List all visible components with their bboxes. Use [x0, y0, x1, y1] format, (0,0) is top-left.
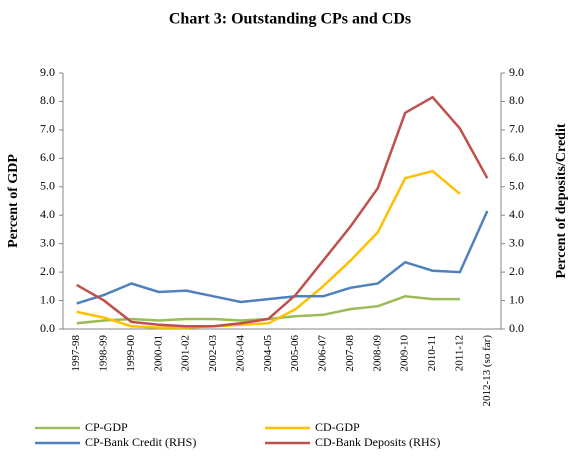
legend-label: CP-Bank Credit (RHS) — [85, 435, 196, 449]
y2-tick-label: 1.0 — [509, 292, 524, 306]
x-tick-label: 2001-02 — [180, 335, 192, 372]
y2-tick-label: 6.0 — [509, 150, 524, 164]
x-tick-label: 2012-13 (so far) — [481, 335, 493, 407]
x-tick-label: 1997-98 — [70, 335, 82, 372]
y2-axis-title: Percent of deposits/Credit — [554, 123, 569, 278]
x-tick-label: 2009-10 — [399, 335, 411, 372]
x-tick-label: 2011-12 — [453, 335, 465, 371]
y-tick-label: 9.0 — [40, 65, 55, 79]
y-tick-label: 8.0 — [40, 93, 55, 107]
y2-tick-label: 7.0 — [509, 122, 524, 136]
y2-tick-label: 0.0 — [509, 321, 524, 335]
x-tick-label: 2008-09 — [371, 335, 383, 372]
legend-label: CD-Bank Deposits (RHS) — [315, 435, 440, 449]
x-tick-label: 2005-06 — [289, 335, 301, 372]
y-tick-label: 4.0 — [40, 207, 55, 221]
x-tick-label: 2000-01 — [152, 335, 164, 372]
x-tick-label: 2004-05 — [262, 335, 274, 372]
x-tick-label: 2007-08 — [344, 335, 356, 372]
series-line — [76, 210, 489, 305]
x-tick-label: 2002-03 — [207, 335, 219, 372]
x-tick-label: 2006-07 — [317, 335, 329, 372]
y2-tick-label: 8.0 — [509, 93, 524, 107]
series-line — [76, 169, 461, 329]
x-tick-label: 1999-00 — [125, 335, 137, 372]
y-tick-label: 3.0 — [40, 235, 55, 249]
y2-tick-label: 5.0 — [509, 179, 524, 193]
y2-tick-label: 3.0 — [509, 235, 524, 249]
x-tick-label: 2003-04 — [234, 335, 246, 372]
legend-label: CP-GDP — [85, 420, 128, 434]
chart-title: Chart 3: Outstanding CPs and CDs — [169, 11, 411, 28]
x-tick-label: 2010-11 — [426, 335, 438, 371]
y-tick-label: 5.0 — [40, 179, 55, 193]
y2-tick-label: 9.0 — [509, 65, 524, 79]
y-tick-label: 7.0 — [40, 122, 55, 136]
y-axis-title: Percent of GDP — [6, 154, 21, 248]
y-tick-label: 1.0 — [40, 292, 55, 306]
y-tick-label: 0.0 — [40, 321, 55, 335]
y-tick-label: 2.0 — [40, 264, 55, 278]
y-tick-label: 6.0 — [40, 150, 55, 164]
x-tick-label: 1998-99 — [98, 335, 110, 372]
y2-tick-label: 4.0 — [509, 207, 524, 221]
series-line — [76, 95, 489, 328]
y2-tick-label: 2.0 — [509, 264, 524, 278]
legend-label: CD-GDP — [315, 420, 360, 434]
